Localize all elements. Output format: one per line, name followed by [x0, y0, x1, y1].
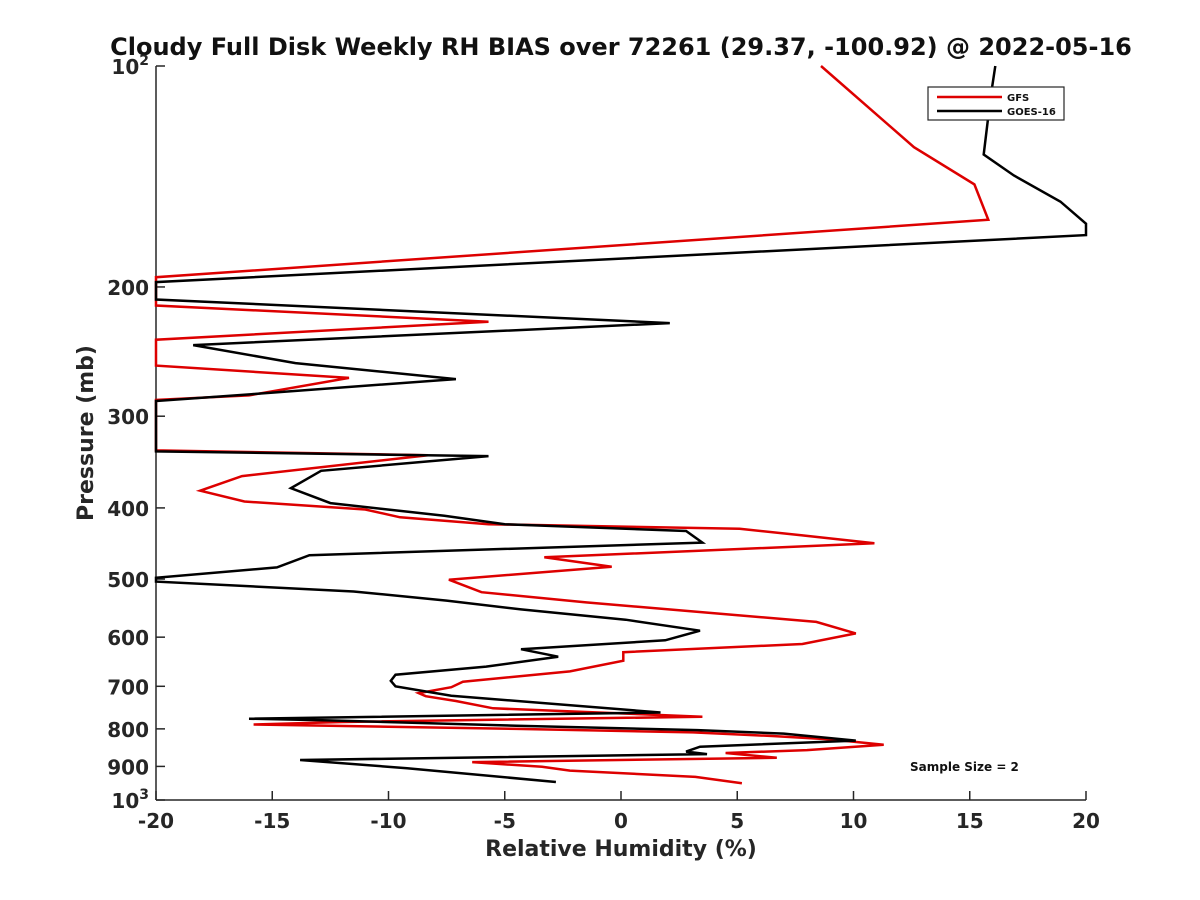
- y-tick-label: 900: [107, 755, 149, 779]
- y-tick-label: 103: [111, 787, 149, 813]
- x-tick-label: -10: [370, 809, 406, 833]
- x-tick-label: 20: [1072, 809, 1100, 833]
- y-tick-label: 500: [107, 568, 149, 592]
- legend-box: [927, 86, 1065, 121]
- y-tick-label-base: 10: [111, 789, 139, 813]
- x-axis-label: Relative Humidity (%): [485, 837, 757, 862]
- y-tick-label-base: 700: [107, 675, 149, 699]
- x-tick-label: 10: [840, 809, 868, 833]
- x-tick-label: -5: [494, 809, 516, 833]
- sample-size-annotation: Sample Size = 2: [910, 760, 1019, 774]
- x-ticks: -20 -15 -10 -5 0 5 10 15 20: [138, 791, 1100, 833]
- y-tick-label-base: 500: [107, 568, 149, 592]
- legend-label-gfs: GFS: [1007, 93, 1029, 104]
- y-tick-label-base: 600: [107, 626, 149, 650]
- y-tick-label: 200: [107, 276, 149, 300]
- y-tick-label: 102: [111, 53, 149, 79]
- y-tick-label: 300: [107, 405, 149, 429]
- y-axis-label: Pressure (mb): [74, 345, 99, 521]
- series-line-gfs: [154, 65, 991, 785]
- y-tick-label-base: 200: [107, 276, 149, 300]
- plot-area: -20 -15 -10 -5 0 5 10 15 20 10220030040050060070…: [107, 53, 1100, 833]
- y-tick-label-exponent: 3: [139, 787, 149, 803]
- legend-label-goes16: GOES-16: [1007, 107, 1056, 118]
- x-tick-label: 0: [614, 809, 628, 833]
- x-tick-label: -20: [138, 809, 174, 833]
- x-tick-label: -15: [254, 809, 290, 833]
- y-tick-label: 800: [107, 718, 149, 742]
- chart-title: Cloudy Full Disk Weekly RH BIAS over 722…: [110, 33, 1132, 61]
- y-tick-label-base: 300: [107, 405, 149, 429]
- y-tick-label-base: 800: [107, 718, 149, 742]
- x-tick-label: 15: [956, 809, 984, 833]
- y-tick-label-base: 10: [111, 55, 139, 79]
- series-lines: [154, 65, 1088, 785]
- y-tick-label-exponent: 2: [139, 53, 149, 69]
- y-tick-label: 600: [107, 626, 149, 650]
- x-tick-label: 5: [730, 809, 744, 833]
- y-tick-label: 400: [107, 497, 149, 521]
- y-tick-label: 700: [107, 675, 149, 699]
- y-tick-label-base: 900: [107, 755, 149, 779]
- legend: GFS GOES-16: [927, 86, 1065, 121]
- y-tick-label-base: 400: [107, 497, 149, 521]
- series-line-goes16: [154, 65, 1088, 784]
